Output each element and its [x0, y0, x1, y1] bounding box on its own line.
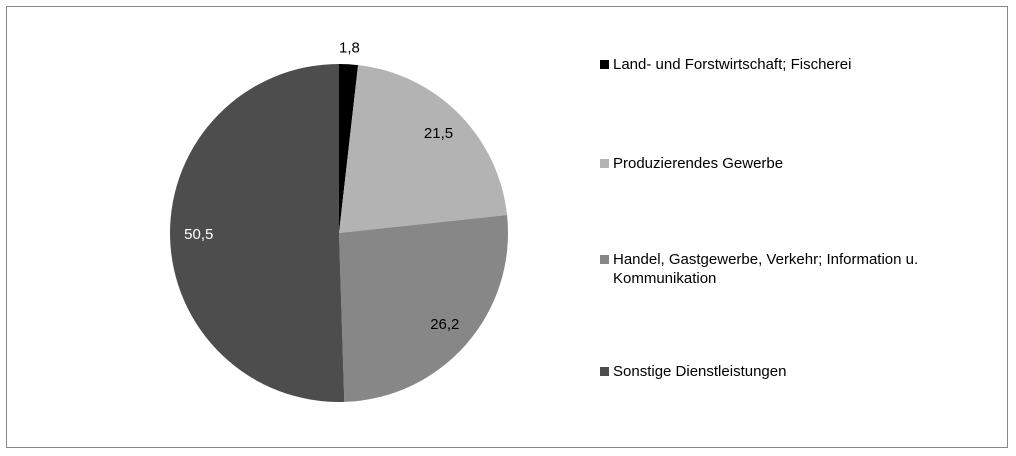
data-label: 50,5	[184, 226, 213, 243]
legend-swatch	[600, 159, 609, 168]
legend-label: Land- und Forstwirtschaft; Fischerei	[613, 56, 852, 73]
legend-swatch	[600, 255, 609, 264]
data-label: 21,5	[424, 125, 453, 142]
chart-frame	[6, 6, 1008, 448]
data-label: 26,2	[430, 316, 459, 333]
legend-label: Produzierendes Gewerbe	[613, 155, 784, 172]
pie-slice	[170, 64, 345, 402]
legend-label: Sonstige Dienstleistungen	[613, 363, 787, 380]
pie-slice	[339, 214, 509, 402]
pie-slice	[339, 64, 359, 233]
legend-item: Land- und Forstwirtschaft; Fischerei	[600, 55, 1005, 74]
legend-item: Handel, Gastgewerbe, Verkehr; Informatio…	[600, 250, 1005, 288]
legend-swatch	[600, 60, 609, 69]
legend-label: Handel, Gastgewerbe, Verkehr; Informatio…	[613, 251, 919, 287]
legend-item: Sonstige Dienstleistungen	[600, 362, 1005, 381]
data-label: 1,8	[339, 39, 360, 56]
legend-item: Produzierendes Gewerbe	[600, 154, 1005, 173]
pie-slice	[339, 65, 508, 234]
legend-swatch	[600, 367, 609, 376]
